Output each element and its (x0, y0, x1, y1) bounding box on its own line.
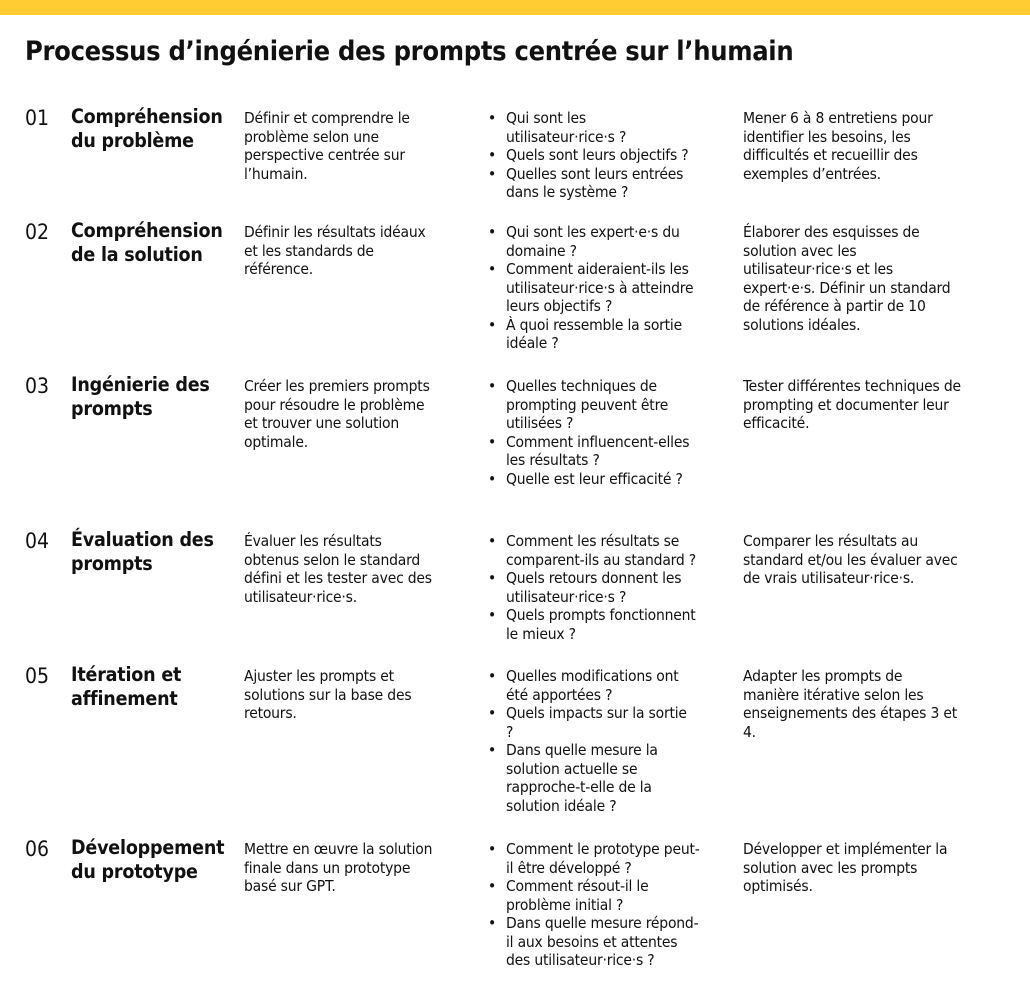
accent-bar (0, 0, 1030, 15)
question-item: • Quelles modifications ont été apportées… (488, 667, 738, 704)
bullet-icon: • (488, 877, 497, 895)
bullet-icon: • (488, 667, 497, 685)
step-action: Mener 6 à 8 entretiens pour identifier l… (743, 109, 933, 183)
question-text: Quels sont leurs objectifs ? (506, 146, 689, 164)
question-item: • Qui sont les expert·e·s du domaine ? (488, 223, 738, 260)
bullet-icon: • (488, 377, 497, 395)
step-questions: • Qui sont les utilisateur·rice·s ? • Quels… (488, 109, 738, 202)
step-action: Développer et implémenter la solution av… (743, 840, 948, 895)
question-text: Quelles sont leurs entrées dans le systè… (506, 164, 684, 202)
bullet-icon: • (488, 164, 497, 183)
bullet-icon: • (488, 432, 497, 451)
question-text: Quelles techniques de prompting peuvent … (506, 377, 669, 432)
bullet-icon: • (488, 532, 497, 550)
page-title: Processus d’ingénierie des prompts centr… (25, 36, 794, 67)
step-questions: • Comment le prototype peut- il être déve… (488, 840, 738, 970)
bullet-icon: • (488, 741, 497, 759)
question-text: Comment le prototype peut- il être dével… (506, 840, 700, 877)
step-title: Évaluation des prompts (71, 528, 214, 575)
question-item: • Quelle est leur efficacité ? (488, 470, 738, 489)
question-item: • Quels retours donnent les utilisateur·r… (488, 569, 738, 606)
step-number: 02 (25, 220, 50, 244)
step-action: Tester différentes techniques de prompti… (743, 377, 961, 432)
bullet-icon: • (488, 569, 497, 587)
bullet-icon: • (488, 223, 497, 241)
step-action: Adapter les prompts de manière itérative… (743, 667, 957, 741)
step-questions: • Quelles techniques de prompting peuvent… (488, 377, 738, 488)
question-text: Comment les résultats se comparent-ils a… (506, 532, 696, 569)
step-description: Créer les premiers prompts pour résoudre… (244, 377, 430, 451)
step-description: Mettre en œuvre la solution finale dans … (244, 840, 433, 895)
step-questions: • Comment les résultats se comparent-ils … (488, 532, 738, 643)
question-text: Quels retours donnent les utilisateur·ri… (506, 569, 682, 606)
step-title: Ingénierie des prompts (71, 373, 210, 420)
step-number: 03 (25, 374, 50, 398)
step-description: Définir les résultats idéaux et les stan… (244, 223, 426, 278)
bullet-icon: • (488, 109, 497, 127)
question-item: • À quoi ressemble la sortie idéale ? (488, 316, 738, 353)
step-title: Compréhension de la solution (71, 219, 223, 266)
bullet-icon: • (488, 469, 497, 488)
step-questions: • Quelles modifications ont été apportées… (488, 667, 738, 815)
step-number: 05 (25, 664, 50, 688)
question-text: Comment résout-il le problème initial ? (506, 877, 649, 914)
question-item: • Comment influencent-elles les résultats… (488, 433, 738, 470)
step-title: Développement du prototype (71, 836, 225, 883)
question-text: Qui sont les expert·e·s du domaine ? (506, 223, 680, 260)
bullet-icon: • (488, 840, 497, 858)
bullet-icon: • (488, 914, 497, 932)
question-item: • Comment aideraient-ils les utilisateur·… (488, 260, 738, 316)
question-item: • Quelles techniques de prompting peuvent… (488, 377, 738, 433)
question-text: Dans quelle mesure la solution actuelle … (506, 741, 658, 815)
bullet-icon: • (488, 606, 497, 624)
step-description: Définir et comprendre le problème selon … (244, 109, 410, 183)
step-number: 06 (25, 837, 50, 861)
step-number: 01 (25, 106, 50, 130)
step-action: Élaborer des esquisses de solution avec … (743, 223, 951, 334)
question-text: Dans quelle mesure répond- il aux besoin… (506, 914, 699, 969)
step-description: Évaluer les résultats obtenus selon le s… (244, 532, 432, 606)
question-item: • Quels sont leurs objectifs ? (488, 146, 738, 165)
step-description: Ajuster les prompts et solutions sur la … (244, 667, 412, 722)
question-text: Comment influencent-elles les résultats … (506, 432, 690, 470)
step-number: 04 (25, 529, 50, 553)
question-item: • Quels impacts sur la sortie ? (488, 704, 738, 741)
step-action: Comparer les résultats au standard et/ou… (743, 532, 958, 587)
question-text: Quels prompts fonctionnent le mieux ? (506, 606, 696, 643)
question-item: • Comment le prototype peut- il être déve… (488, 840, 738, 877)
bullet-icon: • (488, 146, 497, 164)
step-title: Itération et affinement (71, 663, 182, 710)
question-item: • Dans quelle mesure la solution actuelle… (488, 741, 738, 815)
step-questions: • Qui sont les expert·e·s du domaine ? • Co… (488, 223, 738, 353)
question-text: Quelle est leur efficacité ? (506, 469, 683, 488)
question-text: Quels impacts sur la sortie ? (506, 704, 687, 741)
question-item: • Qui sont les utilisateur·rice·s ? (488, 109, 738, 146)
question-item: • Quelles sont leurs entrées dans le syst… (488, 165, 738, 202)
question-text: Comment aideraient-ils les utilisateur·r… (506, 260, 694, 315)
bullet-icon: • (488, 704, 497, 722)
question-text: À quoi ressemble la sortie idéale ? (506, 315, 682, 353)
question-item: • Comment les résultats se comparent-ils … (488, 532, 738, 569)
question-item: • Dans quelle mesure répond- il aux besoi… (488, 914, 738, 970)
question-item: • Comment résout-il le problème initial ? (488, 877, 738, 914)
question-text: Qui sont les utilisateur·rice·s ? (506, 109, 627, 146)
bullet-icon: • (488, 260, 497, 278)
bullet-icon: • (488, 315, 497, 334)
step-title: Compréhension du problème (71, 105, 223, 152)
question-item: • Quels prompts fonctionnent le mieux ? (488, 606, 738, 643)
question-text: Quelles modifications ont été apportées … (506, 667, 679, 704)
